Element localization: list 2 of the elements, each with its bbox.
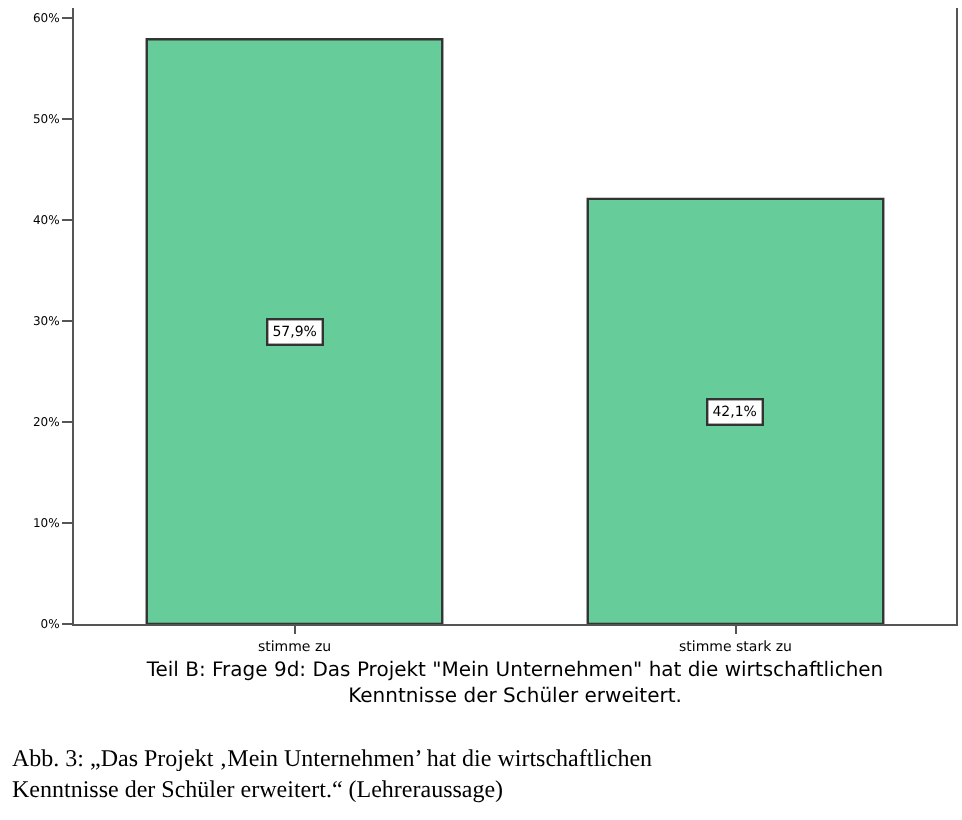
- caption: Abb. 3: „Das Projekt ‚Mein Unternehmen’ hat die wirtschaftlichen Kenntnisse der Schüler erweitert.“ (Lehreraussage): [12, 744, 653, 804]
- x-axis-title: Teil B: Frage 9d: Das Projekt "Mein Unternehmen" hat die wirtschaftlichen Kenntnisse der Schüler erweitert.: [144, 659, 884, 708]
